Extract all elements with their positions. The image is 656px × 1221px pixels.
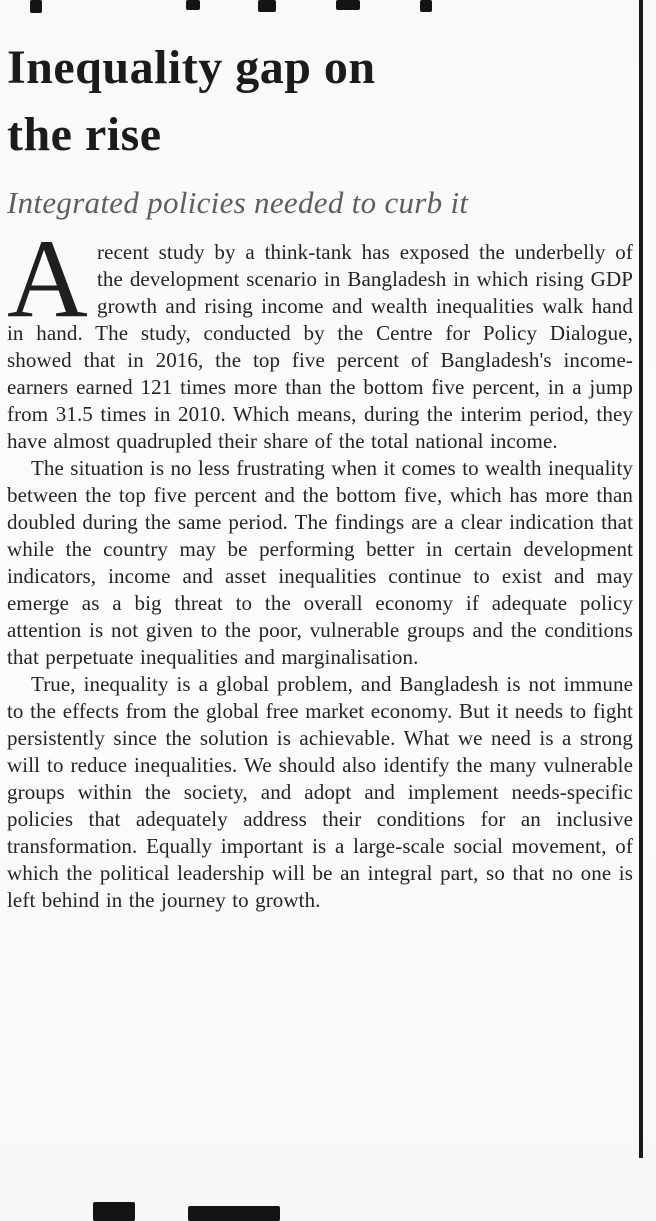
ink-fragment [93, 1202, 135, 1221]
ink-fragment [188, 1206, 280, 1221]
ink-fragment [420, 0, 432, 12]
column-rule [639, 0, 643, 1158]
paragraph-1-text: recent study by a think-tank has exposed… [7, 240, 633, 453]
ink-fragment [30, 0, 42, 13]
ink-fragment [336, 0, 360, 10]
editorial-article: Inequality gap on the rise Integrated po… [7, 34, 633, 914]
subheadline: Integrated policies needed to curb it [7, 185, 469, 220]
drop-cap: A [7, 217, 88, 341]
paragraph-2: The situation is no less frustrating whe… [7, 456, 633, 669]
headline: Inequality gap on the rise [7, 41, 376, 161]
ink-fragment [186, 0, 200, 10]
ink-fragment [258, 0, 276, 12]
paragraph-3: True, inequality is a global problem, an… [7, 672, 633, 912]
